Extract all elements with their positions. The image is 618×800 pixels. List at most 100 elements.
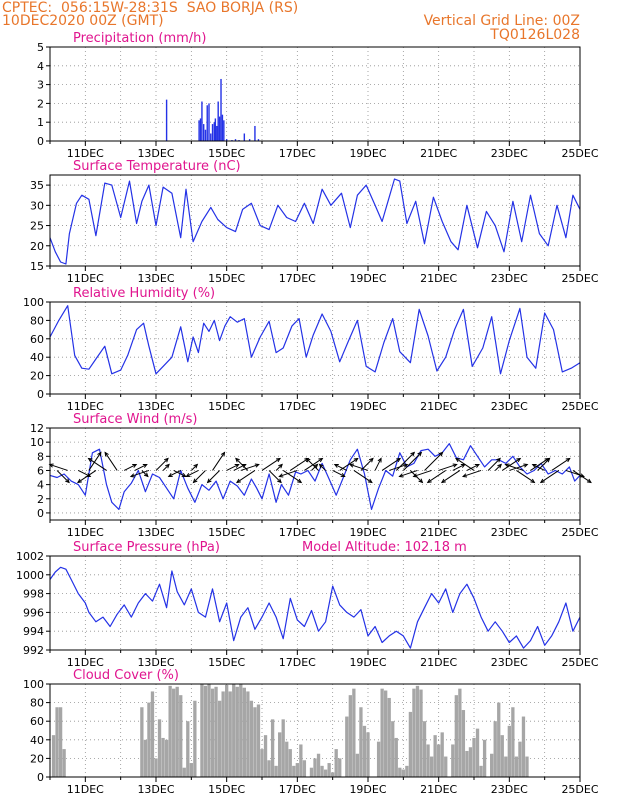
wind-vector-head	[104, 451, 109, 457]
wind-vector-head	[348, 463, 355, 468]
y-tick-label: 994	[23, 625, 44, 638]
cloud-bar	[518, 741, 522, 777]
cloud-bar	[140, 707, 144, 777]
cloud-bar	[323, 769, 328, 777]
cloud-bar	[465, 750, 469, 777]
x-tick-label: 17DEC	[279, 526, 316, 539]
cloud-bar	[313, 758, 317, 777]
x-tick-label: 25DEC	[561, 656, 598, 669]
series-line	[49, 443, 581, 510]
wind-vector-head	[496, 457, 501, 463]
wind-vector-head	[278, 473, 284, 478]
y-tick-label: 8	[37, 450, 44, 463]
cloud-bar	[62, 749, 66, 777]
cloud-bar	[387, 697, 391, 777]
cloud-bar	[55, 707, 59, 777]
cloud-bar	[366, 732, 370, 777]
wind-vector	[516, 470, 535, 483]
precip-bar	[213, 122, 215, 141]
cloud-bar	[182, 767, 186, 777]
cloud-bar	[302, 760, 307, 777]
y-tick-label: 0	[37, 135, 44, 148]
y-tick-label: 30	[30, 199, 44, 212]
wind-vector	[399, 469, 418, 477]
panel-frame	[49, 174, 581, 267]
wind-vector	[141, 470, 149, 477]
x-tick-label: 25DEC	[561, 783, 598, 796]
cloud-bar	[239, 684, 243, 777]
cloud-bar	[214, 686, 218, 777]
x-tick-label: 25DEC	[561, 147, 598, 160]
cloud-bar	[221, 691, 225, 777]
cloud-bar	[164, 739, 169, 777]
y-tick-label: 1002	[16, 550, 44, 563]
cloud-bar	[203, 685, 208, 777]
x-tick-label: 19DEC	[349, 400, 386, 413]
cloud-bar	[172, 688, 176, 777]
x-tick-label: 13DEC	[137, 147, 174, 160]
precip-bar	[208, 103, 210, 141]
cloud-bar	[260, 749, 264, 777]
y-tick-label: 40	[30, 734, 44, 747]
precip-bar	[218, 116, 221, 141]
wind-vector-head	[313, 463, 319, 469]
cloud-bar	[281, 719, 285, 777]
wind-vector-head	[76, 478, 82, 484]
x-tick-label: 11DEC	[67, 526, 104, 539]
wind-vector	[56, 470, 70, 483]
wind-vector-head	[398, 473, 404, 478]
cloud-bar	[514, 756, 519, 777]
y-tick-label: 1	[37, 116, 44, 129]
grid-note: Vertical Grid Line: 00Z	[423, 13, 580, 29]
wind-vector-head	[539, 478, 545, 484]
wind-vector-head	[504, 463, 510, 468]
cloud-bar	[451, 744, 455, 777]
y-tick-label: 2	[37, 493, 44, 506]
precip-bar	[198, 120, 200, 141]
wind-vector-head	[367, 478, 373, 484]
cloud-bar	[147, 702, 151, 777]
x-tick-label: 25DEC	[561, 400, 598, 413]
x-tick-label: 17DEC	[279, 400, 316, 413]
cloud-bar	[521, 716, 526, 777]
wind-vector	[104, 452, 118, 471]
panel-annotation: Model Altitude: 102.18 m	[302, 540, 467, 555]
wind-vector-head	[165, 463, 170, 469]
x-tick-label: 11DEC	[67, 400, 104, 413]
x-tick-label: 25DEC	[561, 526, 598, 539]
wind-vector-head	[461, 473, 468, 478]
y-tick-label: 60	[30, 333, 44, 346]
wind-vector-head	[530, 478, 536, 484]
precip-bar	[214, 118, 217, 141]
wind-vector-head	[333, 463, 339, 468]
wind-vector-head	[254, 463, 260, 468]
y-tick-label: 5	[37, 41, 44, 54]
wind-vector	[306, 458, 319, 471]
y-tick-label: 0	[37, 771, 44, 784]
wind-vector	[402, 452, 422, 471]
panel-title: Surface Temperature (nC)	[73, 159, 241, 174]
wind-vector	[240, 463, 259, 471]
cloud-bar	[380, 688, 384, 777]
cloud-bar	[475, 728, 480, 777]
wind-vector-head	[65, 478, 70, 484]
panel-frame	[49, 683, 581, 778]
cloud-bar	[401, 769, 405, 777]
wind-vector-head	[185, 472, 191, 477]
wind-vector-head	[426, 478, 432, 484]
cloud-bar	[217, 700, 222, 777]
cloud-bar	[429, 756, 434, 777]
cloud-bar	[468, 747, 473, 777]
wind-vector	[319, 464, 326, 471]
y-tick-label: 6	[37, 464, 44, 477]
y-tick-label: 80	[30, 697, 44, 710]
precip-bar	[225, 139, 228, 141]
wind-vector-head	[142, 463, 148, 468]
cloud-bar	[497, 702, 501, 777]
wind-vector	[134, 464, 148, 471]
x-tick-label: 19DEC	[349, 147, 386, 160]
cloud-bar	[157, 719, 162, 777]
run-date: 10DEC2020 00Z (GMT)	[2, 13, 164, 29]
wind-vector	[572, 470, 592, 483]
